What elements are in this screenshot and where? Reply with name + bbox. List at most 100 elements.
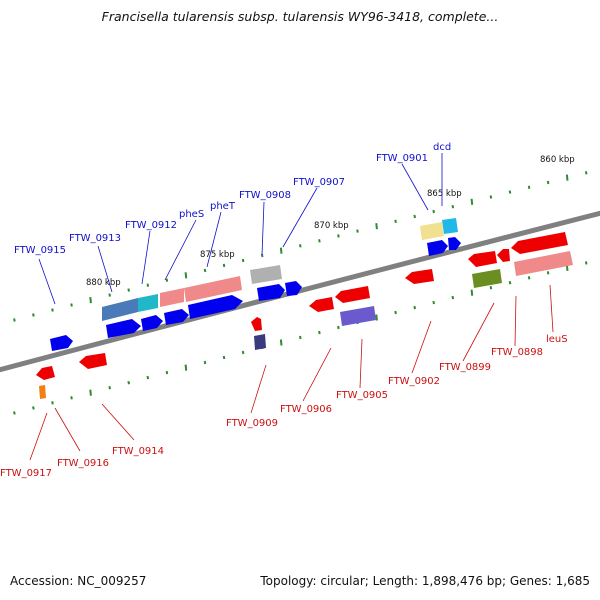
gene-label-ftw0901[interactable]: FTW_0901 bbox=[376, 153, 428, 164]
tick-mark bbox=[241, 258, 245, 263]
gene-label-ftw0905[interactable]: FTW_0905 bbox=[336, 390, 388, 401]
gene-ftw0912[interactable] bbox=[138, 294, 158, 312]
position-label-870: 870 kbp bbox=[314, 221, 349, 231]
position-label-875: 875 kbp bbox=[200, 250, 235, 260]
gene-phet[interactable] bbox=[184, 276, 242, 302]
gene-label-ftw0916[interactable]: FTW_0916 bbox=[57, 458, 109, 469]
tick-mark bbox=[375, 223, 378, 230]
tick-mark bbox=[127, 381, 130, 385]
tick-mark bbox=[51, 308, 54, 312]
tick-mark bbox=[89, 389, 92, 396]
tick-mark bbox=[222, 263, 226, 268]
tick-mark bbox=[127, 288, 130, 292]
tick-mark bbox=[337, 234, 340, 238]
gene-label-ftw0898[interactable]: FTW_0898 bbox=[491, 347, 543, 358]
gene-label-leus[interactable]: leuS bbox=[546, 334, 568, 345]
tick-mark bbox=[51, 401, 54, 405]
map-title: Francisella tularensis subsp. tularensis… bbox=[101, 9, 499, 24]
gene-ftw0899[interactable] bbox=[472, 269, 502, 288]
tick-mark bbox=[489, 195, 493, 199]
tick-mark bbox=[32, 313, 35, 317]
gene-label-ftw0906[interactable]: FTW_0906 bbox=[280, 404, 332, 415]
tick-mark bbox=[394, 310, 397, 315]
gene-label-ftw0913[interactable]: FTW_0913 bbox=[69, 233, 121, 244]
gene-ftw0917[interactable] bbox=[39, 385, 46, 399]
tick-mark bbox=[299, 335, 302, 340]
tick-mark bbox=[546, 180, 550, 185]
gene-ftw0905[interactable] bbox=[340, 306, 376, 326]
tick-mark bbox=[337, 325, 340, 330]
tick-mark bbox=[146, 375, 150, 380]
gene-ftw0916[interactable] bbox=[36, 366, 55, 380]
gene-label-ftw0912[interactable]: FTW_0912 bbox=[125, 220, 177, 231]
tick-mark bbox=[184, 272, 188, 279]
gene-phes[interactable] bbox=[160, 288, 184, 307]
position-label-880: 880 kbp bbox=[86, 278, 121, 288]
tick-mark bbox=[451, 295, 455, 300]
tick-mark bbox=[470, 198, 474, 205]
tick-mark bbox=[279, 247, 283, 254]
tick-mark bbox=[318, 239, 321, 243]
tick-mark bbox=[356, 229, 359, 233]
tick-mark bbox=[527, 185, 531, 189]
tick-mark bbox=[108, 293, 111, 297]
tick-mark bbox=[508, 281, 512, 285]
gene-ftw0907[interactable] bbox=[257, 284, 285, 301]
gene-label-phet[interactable]: pheT bbox=[210, 201, 236, 212]
gene-ftw0913[interactable] bbox=[102, 298, 138, 321]
tick-mark bbox=[108, 386, 111, 390]
position-label-860: 860 kbp bbox=[540, 155, 575, 165]
tick-mark bbox=[394, 219, 397, 223]
tick-mark bbox=[13, 411, 16, 415]
tick-mark bbox=[318, 330, 321, 335]
tick-mark bbox=[432, 300, 435, 305]
outer-gene-track bbox=[50, 218, 461, 351]
gene-dcd[interactable] bbox=[442, 218, 458, 234]
tick-mark bbox=[165, 370, 169, 375]
inner-leader-lines bbox=[29, 284, 554, 461]
tick-mark bbox=[165, 278, 169, 282]
gene-ftw0901[interactable] bbox=[420, 222, 444, 240]
tick-mark bbox=[489, 286, 493, 290]
position-label-865: 865 kbp bbox=[427, 189, 462, 199]
tick-mark bbox=[508, 190, 512, 194]
inner-gene-track bbox=[36, 232, 573, 399]
tick-mark bbox=[584, 261, 588, 265]
gene-label-ftw0899[interactable]: FTW_0899 bbox=[439, 362, 491, 373]
gene-ftw0914[interactable] bbox=[79, 353, 107, 369]
gene-label-ftw0907[interactable]: FTW_0907 bbox=[293, 177, 345, 188]
gene-ftw0915[interactable] bbox=[50, 335, 73, 351]
tick-mark bbox=[299, 244, 302, 248]
tick-mark bbox=[203, 360, 207, 365]
tick-mark bbox=[70, 396, 73, 400]
tick-mark bbox=[432, 209, 435, 214]
tick-mark bbox=[241, 350, 245, 355]
outer-tick-row bbox=[13, 171, 588, 322]
tick-mark bbox=[203, 268, 207, 273]
gene-ftw0908[interactable] bbox=[250, 265, 282, 284]
outer-leader-lines bbox=[38, 153, 443, 305]
gene-label-ftw0902[interactable]: FTW_0902 bbox=[388, 376, 440, 387]
accession-label: Accession: NC_009257 bbox=[10, 574, 147, 588]
gene-ftw0902[interactable] bbox=[405, 269, 434, 284]
gene-label-dcd[interactable]: dcd bbox=[433, 142, 451, 153]
gene-label-phes[interactable]: pheS bbox=[179, 209, 204, 220]
tick-mark bbox=[32, 406, 35, 410]
gene-label-ftw0914[interactable]: FTW_0914 bbox=[112, 446, 164, 457]
tick-mark bbox=[527, 276, 531, 280]
tick-mark bbox=[146, 283, 150, 287]
gene-label-ftw0915[interactable]: FTW_0915 bbox=[14, 245, 66, 256]
gene-ftw0909[interactable] bbox=[254, 334, 266, 350]
gene-label-ftw0917[interactable]: FTW_0917 bbox=[0, 468, 52, 479]
tick-mark bbox=[584, 171, 588, 175]
gene-leus[interactable] bbox=[511, 232, 568, 254]
gene-ftw0906[interactable] bbox=[309, 297, 334, 312]
tick-mark bbox=[70, 303, 73, 307]
topology-label: Topology: circular; Length: 1,898,476 bp… bbox=[260, 574, 590, 588]
tick-mark bbox=[470, 289, 474, 296]
gene-label-ftw0909[interactable]: FTW_0909 bbox=[226, 418, 278, 429]
gene-ftw0898[interactable] bbox=[514, 251, 573, 276]
tick-mark bbox=[89, 297, 92, 304]
gene-label-ftw0908[interactable]: FTW_0908 bbox=[239, 190, 291, 201]
